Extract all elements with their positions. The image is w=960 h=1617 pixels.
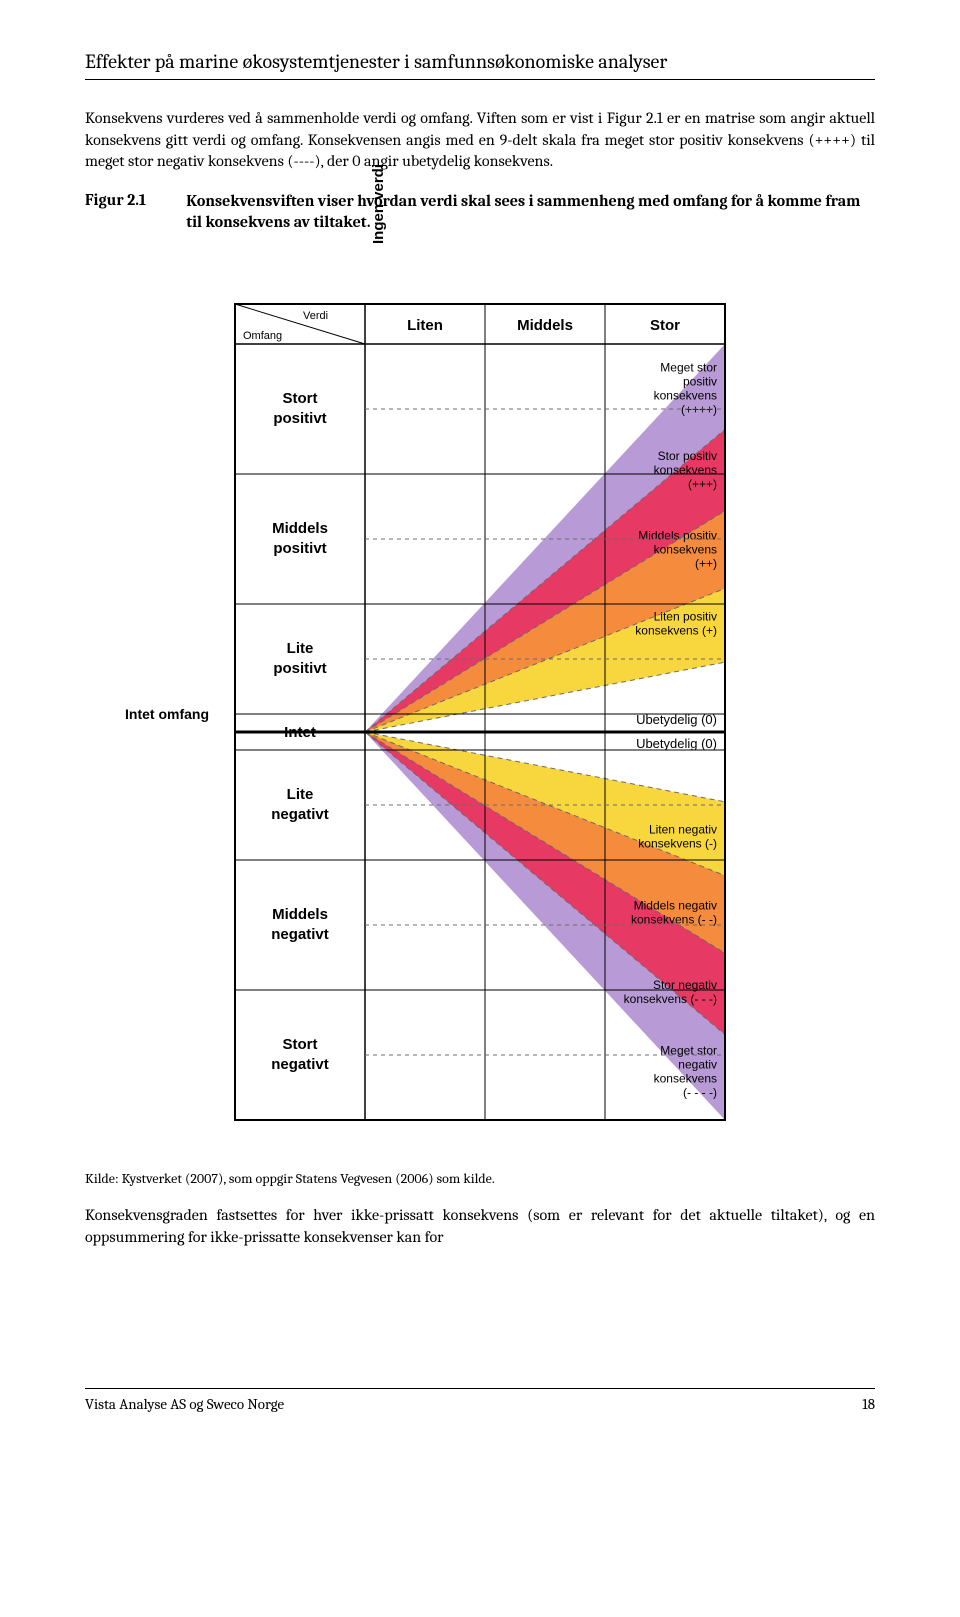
svg-text:Middels: Middels	[517, 317, 573, 334]
svg-text:positiv: positiv	[683, 375, 717, 389]
svg-text:Ubetydelig (0): Ubetydelig (0)	[636, 736, 717, 751]
x-axis-label: Intet omfang	[125, 706, 209, 722]
svg-text:Middels negativ: Middels negativ	[634, 898, 717, 912]
svg-text:Liten negativ: Liten negativ	[649, 823, 717, 837]
figure-caption: Konsekvensviften viser hvordan verdi ska…	[186, 191, 875, 234]
svg-text:konsekvens: konsekvens	[654, 389, 717, 403]
figure-label: Figur 2.1	[85, 191, 146, 234]
svg-text:Liten positiv: Liten positiv	[654, 609, 717, 623]
svg-text:Stor: Stor	[650, 317, 680, 334]
svg-text:Stor negativ: Stor negativ	[653, 978, 717, 992]
svg-text:Liten: Liten	[407, 317, 443, 334]
fan-svg: Verdi Omfang Liten Middels Stor Stort positivt…	[215, 254, 745, 1140]
svg-text:Verdi: Verdi	[303, 310, 328, 322]
svg-text:positivt: positivt	[273, 540, 326, 557]
svg-text:negativt: negativt	[271, 926, 329, 943]
svg-text:konsekvens: konsekvens	[654, 463, 717, 477]
svg-text:Lite: Lite	[287, 786, 314, 803]
svg-text:negativt: negativt	[271, 1056, 329, 1073]
footer-left: Vista Analyse AS og Sweco Norge	[85, 1395, 284, 1413]
svg-text:(++++): (++++)	[681, 403, 717, 417]
svg-text:positivt: positivt	[273, 660, 326, 677]
consequence-fan-chart: Ingen verdi Intet omfang VerdiOmfangLite…	[215, 254, 745, 1140]
svg-text:konsekvens (-): konsekvens (-)	[638, 837, 717, 851]
svg-text:Omfang: Omfang	[243, 330, 282, 342]
svg-text:positivt: positivt	[273, 410, 326, 427]
y-axis-label: Ingen verdi	[370, 164, 387, 244]
footer-page-number: 18	[862, 1395, 875, 1413]
svg-text:konsekvens (- -): konsekvens (- -)	[631, 912, 717, 926]
intro-paragraph: Konsekvens vurderes ved å sammenholde ve…	[85, 108, 875, 173]
svg-text:Middels positiv: Middels positiv	[638, 529, 717, 543]
svg-text:Stor positiv: Stor positiv	[658, 449, 717, 463]
svg-text:(- - - -): (- - - -)	[683, 1085, 717, 1099]
svg-text:Meget stor: Meget stor	[660, 361, 717, 375]
svg-text:negativt: negativt	[271, 806, 329, 823]
svg-text:negativ: negativ	[678, 1057, 717, 1071]
svg-text:konsekvens (+): konsekvens (+)	[635, 623, 717, 637]
svg-text:konsekvens: konsekvens	[654, 1071, 717, 1085]
svg-text:Lite: Lite	[287, 640, 314, 657]
svg-text:Intet: Intet	[284, 724, 316, 741]
svg-text:Middels: Middels	[272, 906, 328, 923]
svg-text:Stort: Stort	[283, 390, 318, 407]
page-header: Effekter på marine økosystemtjenester i …	[85, 50, 875, 80]
source-line: Kilde: Kystverket (2007), som oppgir Sta…	[85, 1170, 875, 1187]
conclusion-paragraph: Konsekvensgraden fastsettes for hver ikk…	[85, 1205, 875, 1248]
svg-text:konsekvens (- - -): konsekvens (- - -)	[624, 992, 717, 1006]
svg-text:konsekvens: konsekvens	[654, 543, 717, 557]
svg-text:Stort: Stort	[283, 1036, 318, 1053]
svg-text:Middels: Middels	[272, 520, 328, 537]
svg-text:Ubetydelig (0): Ubetydelig (0)	[636, 712, 717, 727]
svg-text:(++): (++)	[695, 557, 717, 571]
svg-text:(+++): (+++)	[688, 477, 717, 491]
